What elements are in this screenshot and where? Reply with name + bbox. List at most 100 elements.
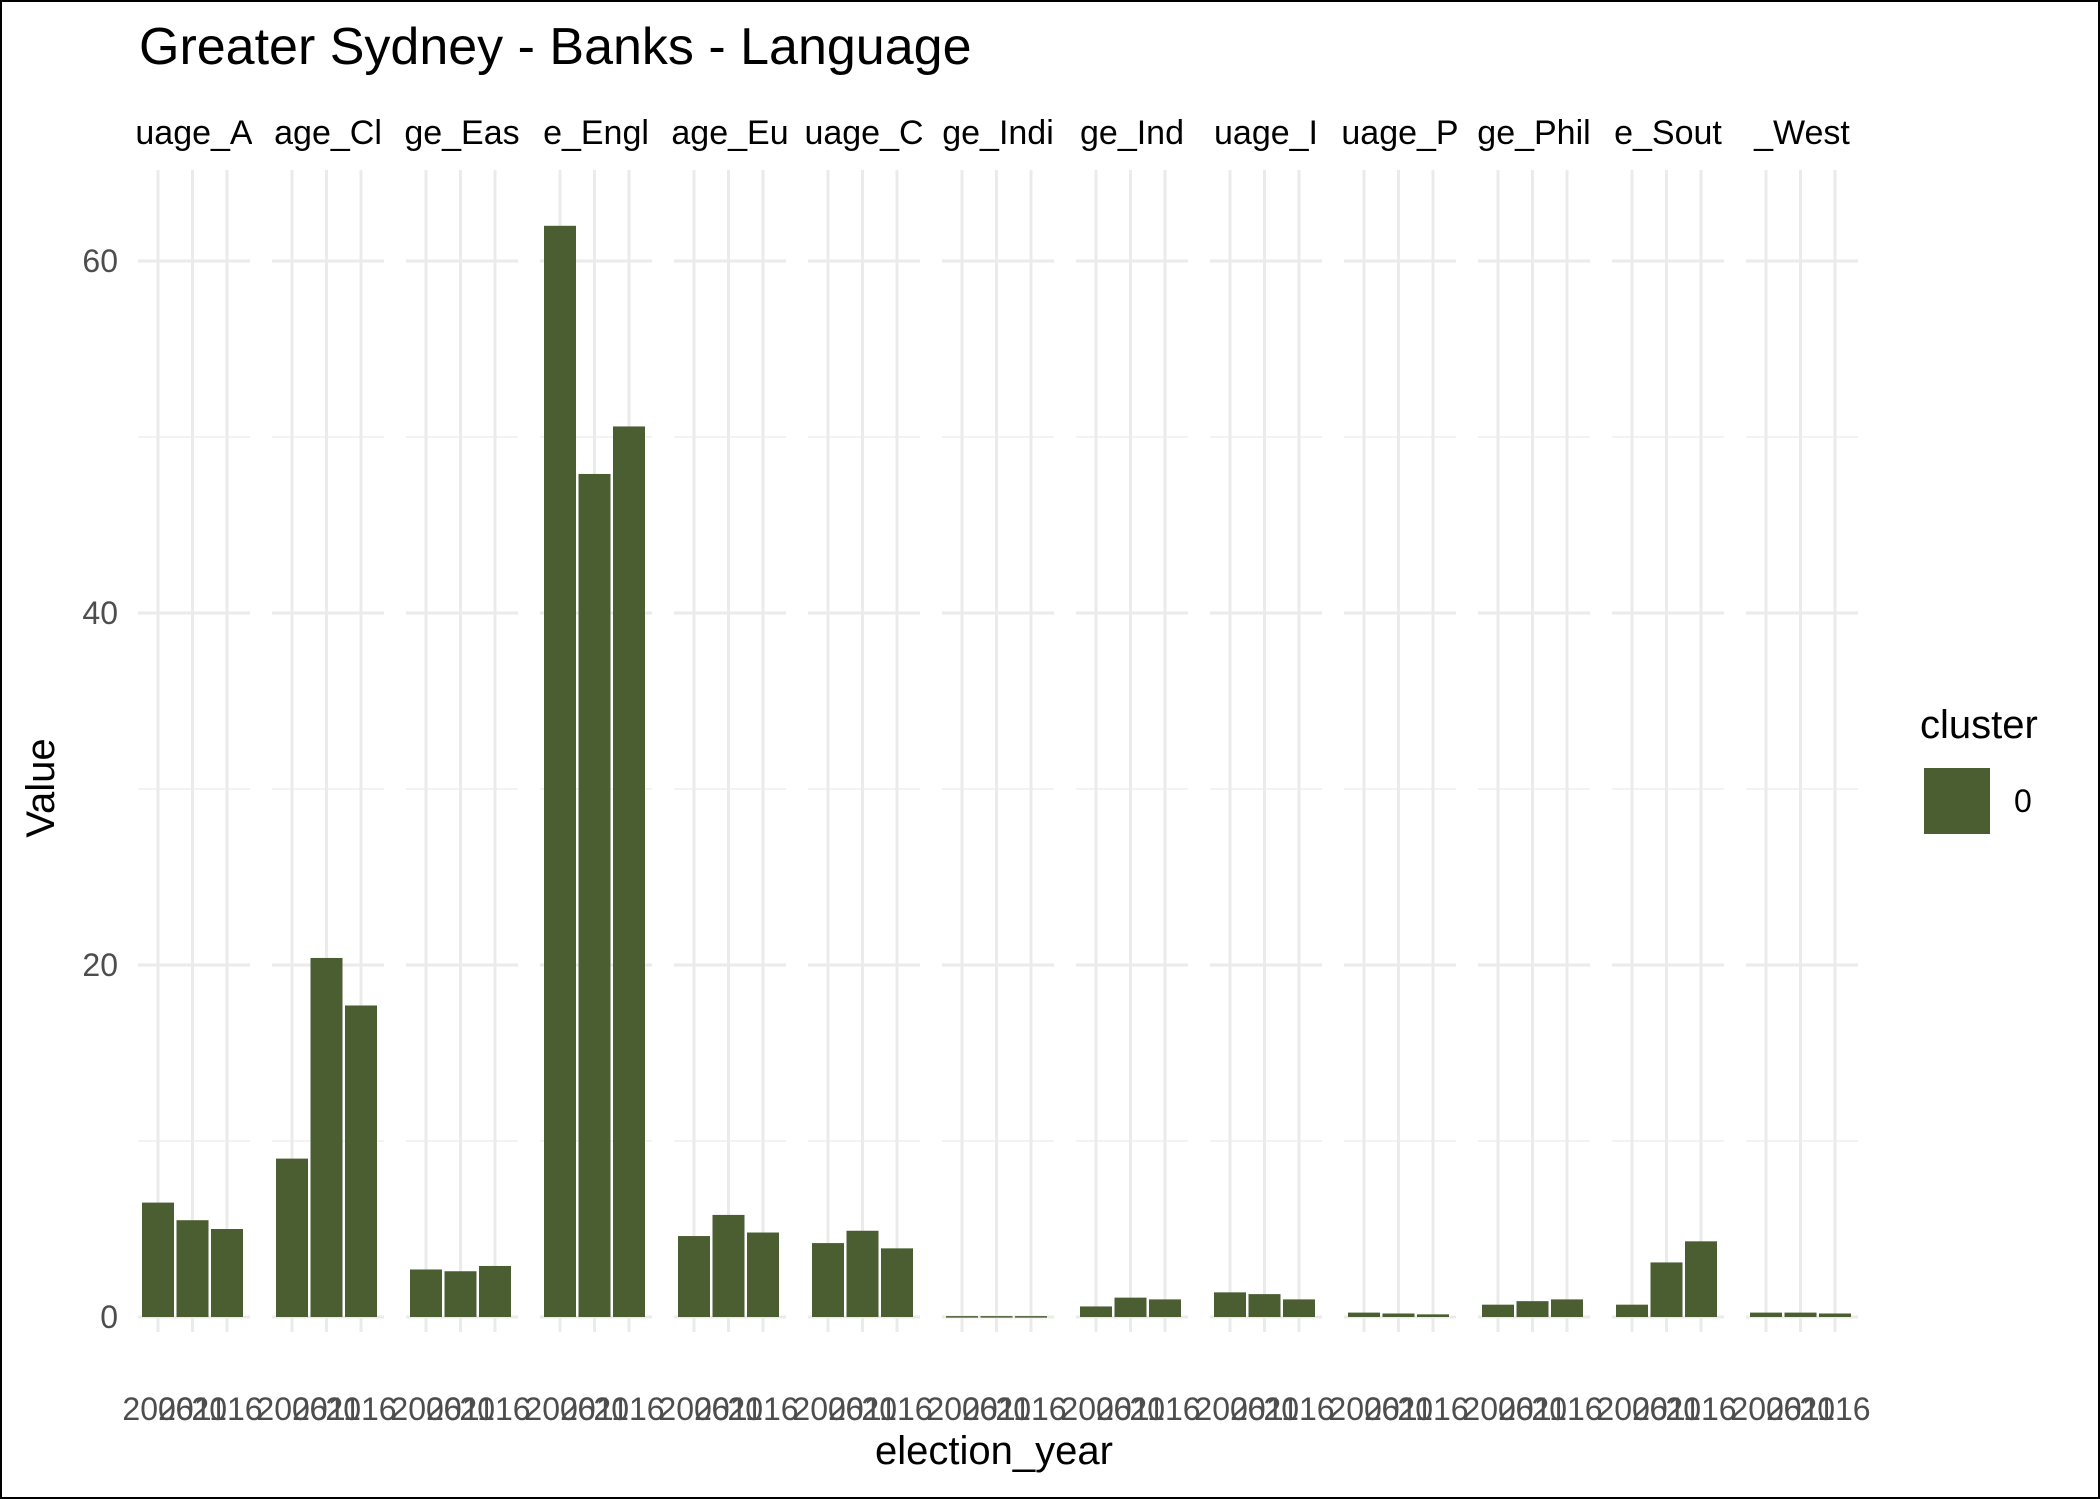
x-tick-label: 2006	[1462, 1391, 1533, 1427]
x-axis-title: election_year	[875, 1429, 1113, 1473]
bar	[1114, 1297, 1147, 1317]
facet-strip-label: uage_P	[1341, 114, 1458, 152]
x-tick-label: 2006	[1328, 1391, 1399, 1427]
x-tick-label: 2011	[1498, 1391, 1567, 1427]
x-tick-label: 2016	[995, 1391, 1066, 1427]
bar	[1516, 1301, 1549, 1317]
y-tick-label: 40	[82, 595, 118, 631]
y-tick-label: 60	[82, 243, 118, 279]
legend-label-0: 0	[2014, 783, 2032, 819]
bar	[544, 225, 576, 1317]
legend-title: cluster	[1920, 703, 2038, 747]
chart-title: Greater Sydney - Banks - Language	[139, 18, 971, 76]
bar	[1348, 1312, 1380, 1317]
x-tick-label: 2006	[122, 1391, 193, 1427]
x-tick-label: 2006	[658, 1391, 729, 1427]
x-tick-label: 2011	[1230, 1391, 1299, 1427]
bar	[444, 1271, 477, 1317]
x-tick-label: 2011	[1364, 1391, 1433, 1427]
bar	[276, 1158, 308, 1317]
bar	[747, 1232, 779, 1317]
bar	[1149, 1299, 1181, 1317]
facet-strip-label: ge_Eas	[404, 114, 519, 152]
facet-panels: 0204060200620112016uage_A200620112016age…	[82, 114, 1870, 1427]
x-tick-label: 2006	[1060, 1391, 1131, 1427]
bar	[1248, 1294, 1281, 1317]
bar	[1784, 1312, 1817, 1317]
x-tick-label: 2006	[1596, 1391, 1667, 1427]
x-tick-label: 2016	[1665, 1391, 1736, 1427]
bar	[881, 1248, 913, 1317]
facet-strip-label: ge_Indi	[942, 114, 1054, 152]
x-tick-label: 2011	[828, 1391, 897, 1427]
x-tick-label: 2006	[256, 1391, 327, 1427]
facet-strip-label: age_Eu	[671, 114, 788, 152]
x-tick-label: 2016	[1129, 1391, 1200, 1427]
bar	[142, 1202, 174, 1317]
bar	[946, 1316, 978, 1318]
bar	[310, 957, 343, 1317]
x-tick-label: 2006	[390, 1391, 461, 1427]
x-tick-label: 2016	[459, 1391, 530, 1427]
bar	[1750, 1312, 1782, 1317]
x-tick-label: 2006	[1194, 1391, 1265, 1427]
facet-strip-label: e_Sout	[1614, 114, 1722, 152]
facet-strip-label: ge_Ind	[1080, 114, 1184, 152]
bar	[846, 1230, 879, 1317]
bar	[1382, 1313, 1415, 1317]
bar	[1080, 1306, 1112, 1317]
bar	[1685, 1241, 1717, 1317]
bar	[176, 1220, 209, 1317]
bar	[980, 1316, 1013, 1318]
x-tick-label: 2016	[1799, 1391, 1870, 1427]
legend: cluster 0	[1920, 703, 2038, 834]
bar	[1283, 1299, 1315, 1317]
x-tick-label: 2016	[191, 1391, 262, 1427]
bar	[1214, 1292, 1246, 1317]
facet-strip-label: _West	[1753, 114, 1850, 152]
y-tick-label: 20	[82, 947, 118, 983]
bar	[812, 1243, 844, 1317]
bar	[578, 473, 611, 1318]
bar	[1482, 1304, 1514, 1317]
bar	[613, 426, 645, 1317]
x-tick-label: 2011	[1096, 1391, 1165, 1427]
bar	[211, 1229, 243, 1317]
bar	[345, 1005, 377, 1317]
facet-strip-label: e_Engl	[543, 114, 649, 152]
x-tick-label: 2016	[1397, 1391, 1468, 1427]
bar	[410, 1269, 442, 1317]
bar	[1417, 1314, 1449, 1317]
x-tick-label: 2016	[861, 1391, 932, 1427]
y-tick-label: 0	[100, 1299, 118, 1335]
bar	[1819, 1313, 1851, 1317]
x-tick-label: 2006	[1730, 1391, 1801, 1427]
bar	[479, 1265, 511, 1317]
x-tick-label: 2006	[524, 1391, 595, 1427]
bar	[1650, 1262, 1683, 1317]
bar	[712, 1214, 745, 1317]
x-tick-label: 2011	[560, 1391, 629, 1427]
x-tick-label: 2016	[593, 1391, 664, 1427]
x-tick-label: 2016	[727, 1391, 798, 1427]
x-tick-label: 2006	[926, 1391, 997, 1427]
facet-strip-label: uage_A	[135, 114, 253, 152]
x-tick-label: 2016	[1263, 1391, 1334, 1427]
facet-strip-label: age_Cl	[274, 114, 382, 152]
x-tick-label: 2011	[426, 1391, 495, 1427]
x-tick-label: 2011	[158, 1391, 227, 1427]
